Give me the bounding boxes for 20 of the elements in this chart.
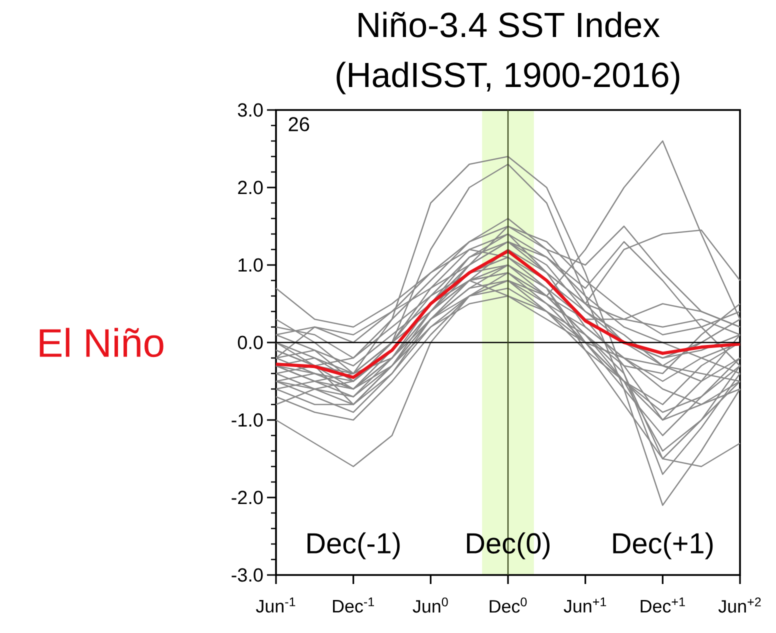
y-tick-label: -1.0	[232, 413, 263, 427]
x-tick-label: Jun$^{+1}$	[564, 598, 606, 613]
x-tick-label: Jun$^{0}$	[412, 598, 448, 613]
annotation: 26	[288, 117, 310, 132]
x-tick-label: Dec$^{-1}$	[333, 598, 374, 613]
annotation: Dec(+1)	[613, 532, 713, 560]
y-tick-label: 2.0	[238, 180, 263, 194]
y-tick-label: -2.0	[232, 490, 263, 504]
annotation: Dec(-1)	[308, 532, 400, 560]
y-tick-label: 3.0	[238, 103, 263, 117]
y-tick-label: 0.0	[238, 336, 263, 350]
x-tick-label: Dec$^{+1}$	[640, 598, 685, 613]
y-tick-label: 1.0	[238, 258, 263, 272]
x-tick-label: Jun$^{-1}$	[256, 598, 296, 613]
chart-title: Niño-3.4 SST Index	[358, 12, 660, 38]
x-tick-label: Dec$^{0}$	[490, 598, 527, 613]
chart-subtitle: (HadISST, 1900-2016)	[336, 62, 680, 94]
text: El Niño	[40, 328, 164, 358]
y-tick-label: -3.0	[232, 568, 263, 582]
x-tick-label: Jun$^{+2}$	[718, 598, 761, 613]
